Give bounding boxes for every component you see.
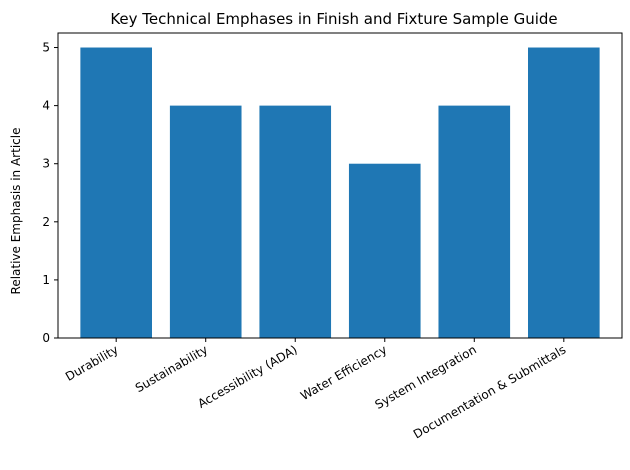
bar — [169, 105, 242, 339]
x-tick-label: Water Efficiency — [298, 342, 389, 403]
axes-frame — [57, 32, 623, 339]
plot-area: 0 1 2 3 4 5 Durability SustainabilityAccessibil… — [42, 32, 623, 441]
y-tick-label: 3 — [42, 157, 50, 171]
bar — [348, 163, 421, 338]
bar — [259, 105, 332, 339]
chart-title: Key Technical Emphases in Finish and Fix… — [110, 10, 557, 28]
x-tick-label: Durability — [63, 342, 121, 383]
y-axis-label: Relative Emphasis in Article — [9, 128, 23, 295]
y-tick-label: 4 — [42, 99, 50, 113]
bar — [80, 47, 152, 339]
bar — [438, 105, 511, 339]
y-tick-label: 1 — [42, 273, 50, 287]
y-tick-label: 5 — [42, 41, 50, 55]
x-tick-label: Accessibility (ADA) — [195, 342, 299, 410]
y-tick-label: 0 — [42, 331, 50, 345]
x-tick-label: Documentation & Submittals — [411, 342, 568, 441]
x-tick-label: Sustainability — [133, 342, 210, 395]
y-tick-label: 2 — [42, 215, 50, 229]
bar — [528, 47, 600, 339]
